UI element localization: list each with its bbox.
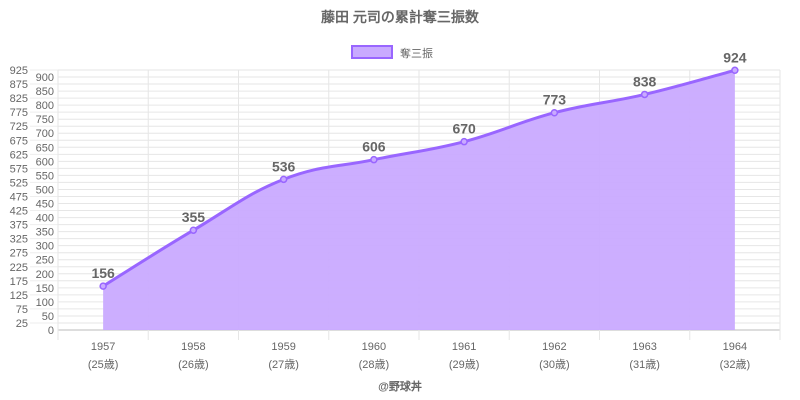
x-tick-label: 1957 <box>91 341 115 353</box>
y-tick-label: 650 <box>36 142 54 154</box>
legend-swatch[interactable] <box>351 45 393 59</box>
x-tick-label: 1963 <box>632 341 656 353</box>
data-label: 606 <box>362 139 386 155</box>
x-tick-label: 1958 <box>181 341 205 353</box>
x-tick-label: 1964 <box>723 341 747 353</box>
y-tick-label: 250 <box>36 255 54 267</box>
y-tick-label: 125 <box>10 290 28 302</box>
data-label: 355 <box>182 209 206 225</box>
x-tick-sublabel: (26歳) <box>178 358 209 371</box>
x-tick-sublabel: (30歳) <box>539 358 570 371</box>
data-point <box>640 90 649 99</box>
data-point <box>99 282 107 290</box>
x-tick-sublabel: (29歳) <box>449 358 480 371</box>
y-tick-label: 825 <box>10 93 28 105</box>
y-tick-label: 100 <box>36 297 54 309</box>
chart-title: 藤田 元司の累計奪三振数 <box>321 9 480 25</box>
legend-label[interactable]: 奪三振 <box>400 46 433 60</box>
y-tick-label: 775 <box>10 107 28 119</box>
data-label: 536 <box>272 158 296 174</box>
y-tick-label: 675 <box>10 135 28 147</box>
y-tick-label: 450 <box>36 199 54 211</box>
x-tick-label: 1960 <box>362 341 386 353</box>
x-tick-sublabel: (25歳) <box>88 358 119 371</box>
y-tick-label: 525 <box>10 177 28 189</box>
series-line <box>102 68 736 288</box>
data-label: 670 <box>452 121 476 137</box>
y-tick-label: 850 <box>36 86 54 98</box>
y-tick-label: 350 <box>36 227 54 239</box>
y-tick-label: 625 <box>10 149 28 161</box>
y-tick-label: 600 <box>36 156 54 168</box>
x-tick-sublabel: (32歳) <box>720 358 751 371</box>
credit: @野球丼 <box>378 379 422 393</box>
data-point <box>279 175 288 184</box>
data-label: 773 <box>543 92 567 108</box>
y-tick-label: 900 <box>36 72 54 84</box>
series-area <box>103 70 735 331</box>
x-tick-sublabel: (28歳) <box>359 358 390 371</box>
y-tick-label: 500 <box>36 184 54 196</box>
data-point <box>189 226 198 234</box>
y-tick-label: 375 <box>10 220 28 232</box>
y-tick-label: 750 <box>36 114 54 126</box>
data-point <box>460 137 468 146</box>
x-tick-sublabel: (27歳) <box>268 358 299 371</box>
y-tick-label: 575 <box>10 163 28 175</box>
data-label: 838 <box>633 73 657 89</box>
y-tick-label: 25 <box>16 318 28 330</box>
y-tick-label: 400 <box>36 213 54 225</box>
y-tick-label: 300 <box>36 241 54 253</box>
data-point <box>731 66 739 75</box>
y-tick-label: 175 <box>10 276 28 288</box>
y-tick-label: 50 <box>42 311 54 323</box>
y-tick-label: 325 <box>10 234 28 246</box>
x-tick-label: 1961 <box>452 341 476 353</box>
data-label: 924 <box>723 49 747 65</box>
y-tick-label: 925 <box>10 65 28 77</box>
y-tick-label: 200 <box>36 269 54 281</box>
y-tick-label: 0 <box>48 325 54 337</box>
y-tick-label: 425 <box>10 206 28 218</box>
y-tick-label: 475 <box>10 191 28 203</box>
y-tick-label: 150 <box>36 283 54 295</box>
data-point <box>370 155 378 164</box>
y-tick-label: 275 <box>10 248 28 260</box>
y-tick-label: 550 <box>36 170 54 182</box>
data-label: 156 <box>91 265 115 281</box>
y-tick-label: 800 <box>36 100 54 112</box>
data-point <box>550 108 559 117</box>
y-tick-label: 700 <box>36 128 54 140</box>
x-tick-label: 1962 <box>542 341 566 353</box>
y-tick-label: 225 <box>10 262 28 274</box>
y-tick-label: 725 <box>10 121 28 133</box>
x-tick-sublabel: (31歳) <box>629 358 660 371</box>
y-tick-label: 875 <box>10 79 28 91</box>
y-tick-label: 75 <box>16 304 28 316</box>
x-tick-label: 1959 <box>271 341 295 353</box>
